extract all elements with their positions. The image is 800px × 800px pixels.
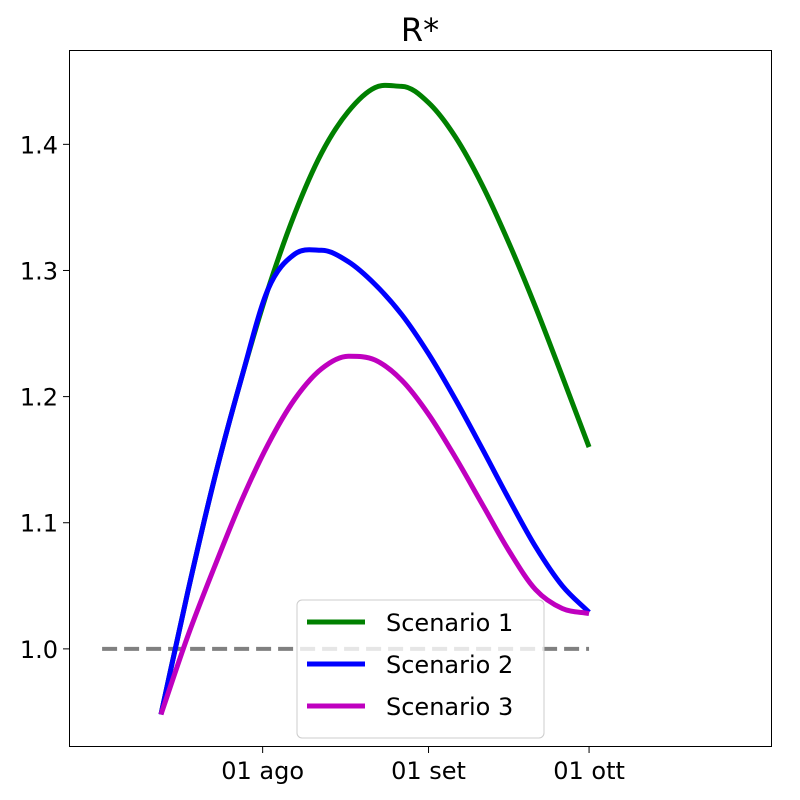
- series-line-3: [158, 353, 590, 716]
- x-tick-label: 01 ago: [221, 757, 304, 785]
- y-tick-label: 1.4: [20, 131, 58, 159]
- x-tick-label: 01 set: [391, 757, 466, 785]
- legend: Scenario 1 Scenario 2 Scenario 3: [296, 599, 545, 739]
- y-tick-label: 1.2: [20, 384, 58, 412]
- series-line-2: [158, 247, 591, 716]
- x-tick-label: 01 ott: [553, 757, 625, 785]
- x-axis: 01 ago 01 set 01 ott: [221, 746, 625, 785]
- legend-label-2: Scenario 2: [386, 651, 513, 679]
- chart-title: R*: [401, 11, 439, 49]
- y-tick-label: 1.1: [20, 510, 58, 538]
- legend-label-1: Scenario 1: [386, 609, 513, 637]
- y-tick-label: 1.0: [20, 636, 58, 664]
- y-axis: 1.0 1.1 1.2 1.3 1.4: [20, 131, 70, 664]
- y-tick-label: 1.3: [20, 257, 58, 285]
- plot-frame: [69, 50, 772, 747]
- legend-label-3: Scenario 3: [386, 693, 513, 721]
